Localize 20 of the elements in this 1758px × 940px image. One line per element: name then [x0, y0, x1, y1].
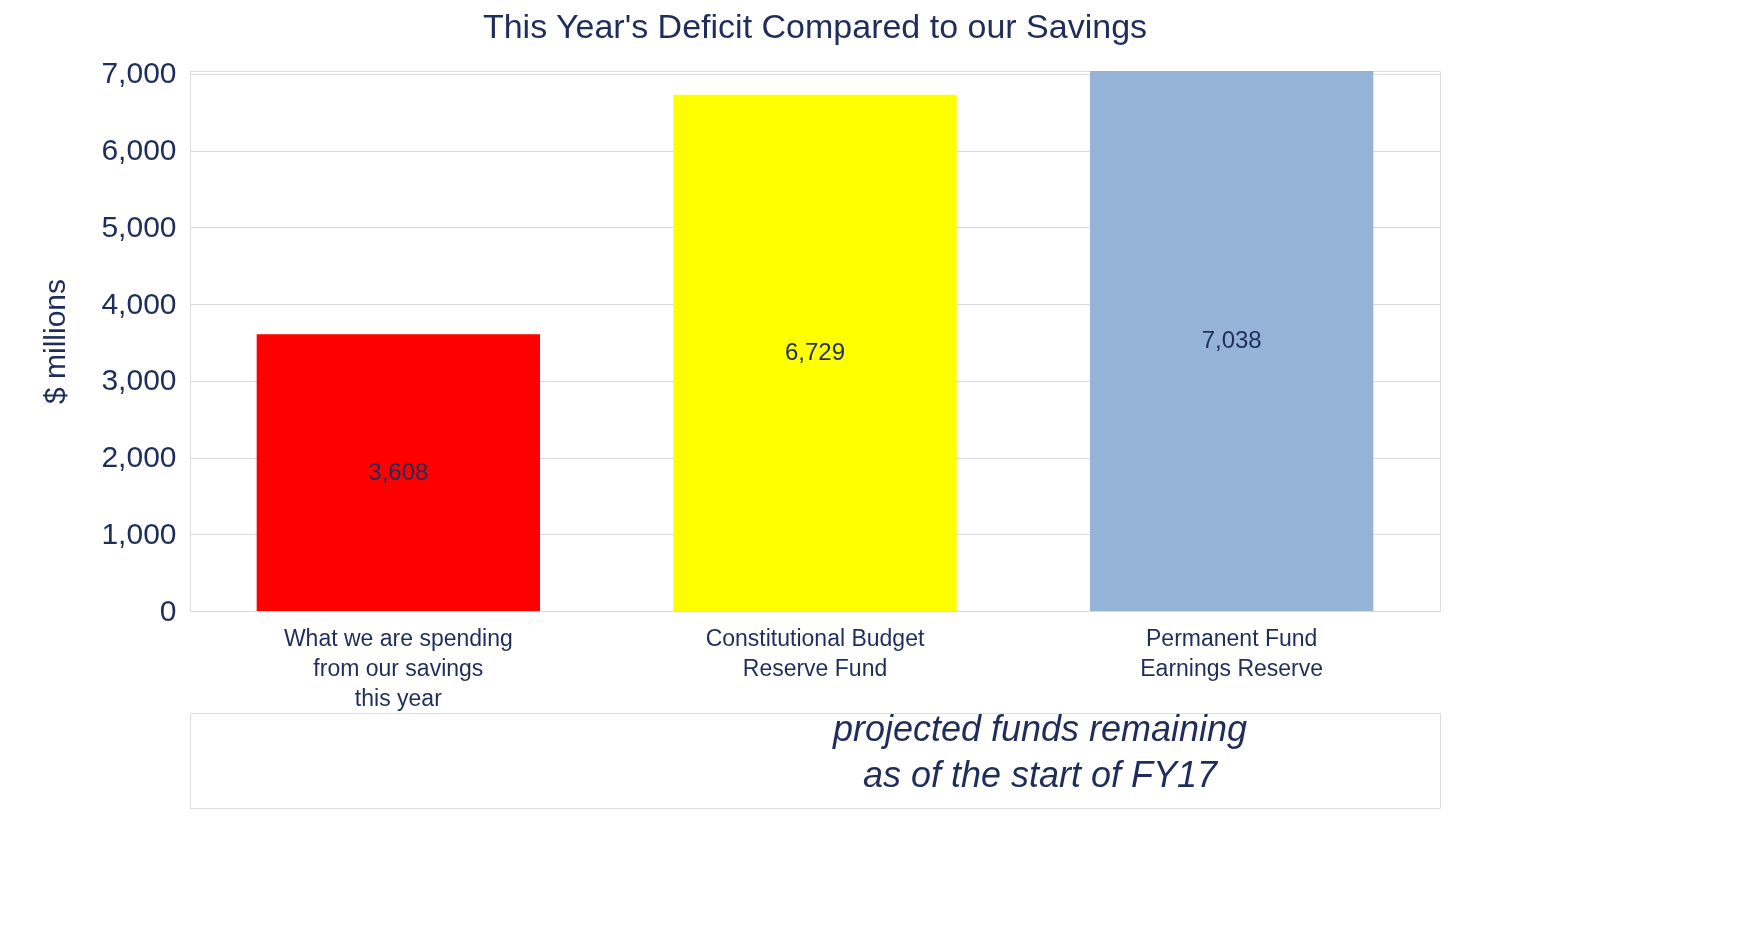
data-label: 3,608 [368, 457, 429, 485]
bar [256, 334, 540, 611]
x-tick-label: What we are spending from our savings this year [283, 624, 513, 711]
bar [1090, 71, 1374, 611]
bar [673, 94, 957, 611]
x-tick-label: Constitutional Budget Reserve Fund [705, 624, 925, 681]
text: projected funds remaining as of the start of FY17 [831, 708, 1248, 795]
x-tick-label: Permanent Fund Earnings Reserve [1140, 624, 1324, 681]
data-label: 6,729 [784, 337, 846, 365]
y-tick-label: 1,000 [101, 516, 177, 550]
y-tick-label: 7,000 [101, 56, 177, 90]
y-axis-title: $ millions [38, 278, 72, 405]
y-tick-label: 4,000 [101, 286, 177, 320]
y-tick-label: 5,000 [101, 209, 177, 243]
data-label: 7,038 [1201, 326, 1262, 353]
chart-title: This Year's Deficit Compared to our Savings [482, 6, 1148, 45]
y-tick-label: 0 [159, 593, 177, 627]
y-tick-label: 2,000 [101, 440, 177, 474]
y-tick-label: 6,000 [101, 133, 177, 167]
y-tick-label: 3,000 [101, 363, 177, 397]
